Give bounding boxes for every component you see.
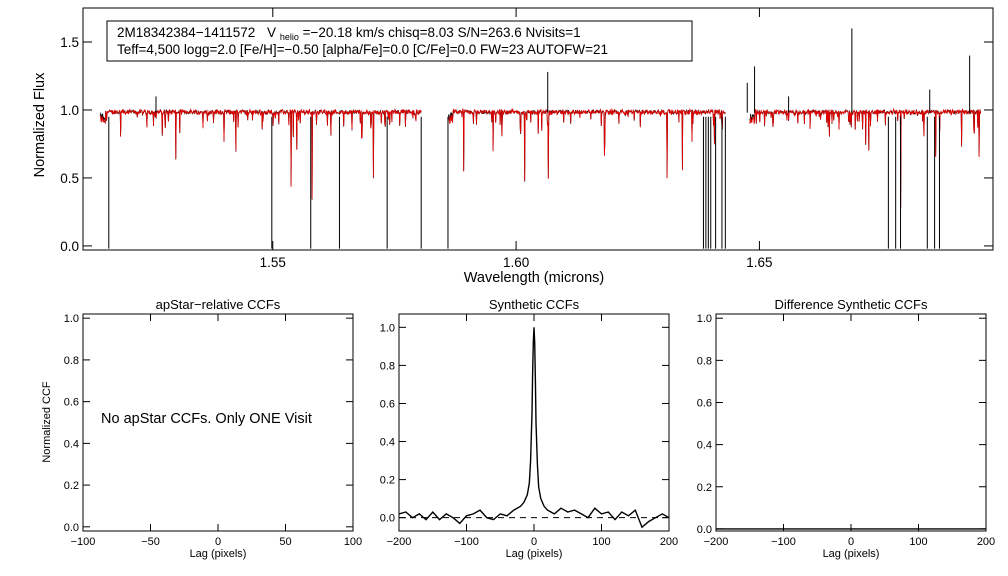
y-tick-label: 0.8 (697, 355, 712, 367)
x-tick-label: −100 (771, 536, 796, 548)
difference-ccf-frame (715, 313, 987, 532)
synthetic-ccf-ticks: −200 −100 0 100 200 0.0 0.2 0.4 0.6 0.8 1.0 (380, 314, 678, 548)
apstar-ccf-title: apStar−relative CCFs (156, 297, 281, 312)
y-tick-label: 0.0 (380, 513, 395, 525)
difference-ccf-ticks: −200 −100 0 100 200 0.0 0.2 0.4 0.6 0.8 1.0 (697, 313, 995, 548)
apstar-ccf-ylabel: Normalized CCF (41, 381, 53, 463)
info-box (106, 20, 693, 62)
y-tick-label: 0.0 (60, 239, 79, 254)
x-tick-label: 200 (977, 536, 995, 548)
x-tick-label: 0 (848, 536, 854, 548)
info-star-id: 2M18342384−1411572 (117, 25, 255, 40)
synthetic-ccf-line (398, 327, 670, 529)
spectrum-plot-area (99, 28, 982, 249)
model-spectrum-line (99, 108, 422, 199)
apstar-ccf-xlabel: Lag (pixels) (190, 548, 247, 560)
spectrum-panel: 1.55 1.60 1.65 0.0 0.5 1.0 1.5 2M18342384−1411… (32, 7, 994, 286)
y-tick-label: 0.2 (380, 475, 395, 487)
x-tick-label: 1.65 (746, 255, 772, 270)
spectrum-xlabel: Wavelength (microns) (464, 270, 604, 286)
x-tick-label: −200 (387, 536, 412, 548)
info-line-2: Teff=4,500 logg=2.0 [Fe/H]=−0.50 [alpha/… (117, 42, 608, 57)
spectrum-ticks: 1.55 1.60 1.65 0.0 0.5 1.0 1.5 (60, 8, 993, 270)
y-tick-label: 0.4 (380, 437, 395, 449)
difference-ccf-xlabel: Lag (pixels) (823, 548, 880, 560)
spectrum-ylabel: Normalized Flux (32, 72, 48, 177)
x-tick-label: −100 (454, 536, 479, 548)
x-tick-label: 1.55 (260, 255, 286, 270)
x-tick-label: 0 (215, 536, 221, 548)
y-tick-label: 0.2 (64, 480, 79, 492)
synthetic-ccf-panel: −200 −100 0 100 200 0.0 0.2 0.4 0.6 0.8 1.0 Synthe… (380, 297, 678, 560)
x-tick-label: 0 (531, 536, 537, 548)
x-tick-label: 50 (279, 536, 291, 548)
observed-spectrum-line (447, 108, 726, 182)
apstar-ccf-panel: −100 −50 0 50 100 0.0 0.2 0.4 0.6 0.8 1.0 apStar−r… (41, 297, 362, 560)
y-tick-label: 0.0 (64, 522, 79, 534)
synthetic-ccf-title: Synthetic CCFs (489, 297, 580, 312)
y-tick-label: 1.0 (64, 313, 79, 325)
info-line-1: 2M18342384−1411572 V helio =−20.18 km/s … (117, 25, 581, 43)
x-tick-label: −200 (704, 536, 729, 548)
model-spectrum-line (749, 107, 982, 209)
apstar-ccf-ticks: −100 −50 0 50 100 0.0 0.2 0.4 0.6 0.8 1.0 (64, 313, 362, 548)
synthetic-ccf-xlabel: Lag (pixels) (506, 548, 563, 560)
x-tick-label: 1.60 (503, 255, 529, 270)
x-tick-label: 100 (344, 536, 362, 548)
y-tick-label: 0.6 (697, 397, 712, 409)
model-spectrum-line (447, 107, 726, 181)
y-tick-label: 0.4 (64, 438, 79, 450)
difference-ccf-title: Difference Synthetic CCFs (775, 297, 928, 312)
info-vhelio-sub: helio (280, 32, 299, 42)
y-tick-label: 1.5 (60, 35, 79, 50)
x-tick-label: 100 (909, 536, 927, 548)
x-tick-label: 100 (592, 536, 610, 548)
synthetic-ccf-plot-area (398, 327, 670, 529)
x-tick-label: 200 (660, 536, 678, 548)
y-tick-label: 0.0 (697, 524, 712, 536)
difference-ccf-panel: −200 −100 0 100 200 0.0 0.2 0.4 0.6 0.8 1.0 Differ… (697, 297, 995, 560)
y-tick-label: 0.6 (64, 397, 79, 409)
spectrum-plot-frame (82, 7, 994, 251)
y-tick-label: 0.8 (380, 360, 395, 372)
y-tick-label: 0.8 (64, 355, 79, 367)
y-tick-label: 1.0 (380, 322, 395, 334)
y-tick-label: 0.2 (697, 482, 712, 494)
y-tick-label: 0.5 (60, 171, 79, 186)
y-tick-label: 1.0 (60, 103, 79, 118)
y-tick-label: 0.4 (697, 440, 712, 452)
no-ccf-note: No apStar CCFs. Only ONE Visit (101, 411, 312, 427)
info-stats: =−20.18 km/s chisq=8.03 S/N=263.6 Nvisit… (303, 25, 581, 40)
x-tick-label: −100 (71, 536, 96, 548)
y-tick-label: 0.6 (380, 398, 395, 410)
x-tick-label: −50 (141, 536, 160, 548)
synthetic-ccf-frame (398, 313, 670, 532)
info-vhelio-symbol: V (267, 25, 276, 40)
y-tick-label: 1.0 (697, 313, 712, 325)
